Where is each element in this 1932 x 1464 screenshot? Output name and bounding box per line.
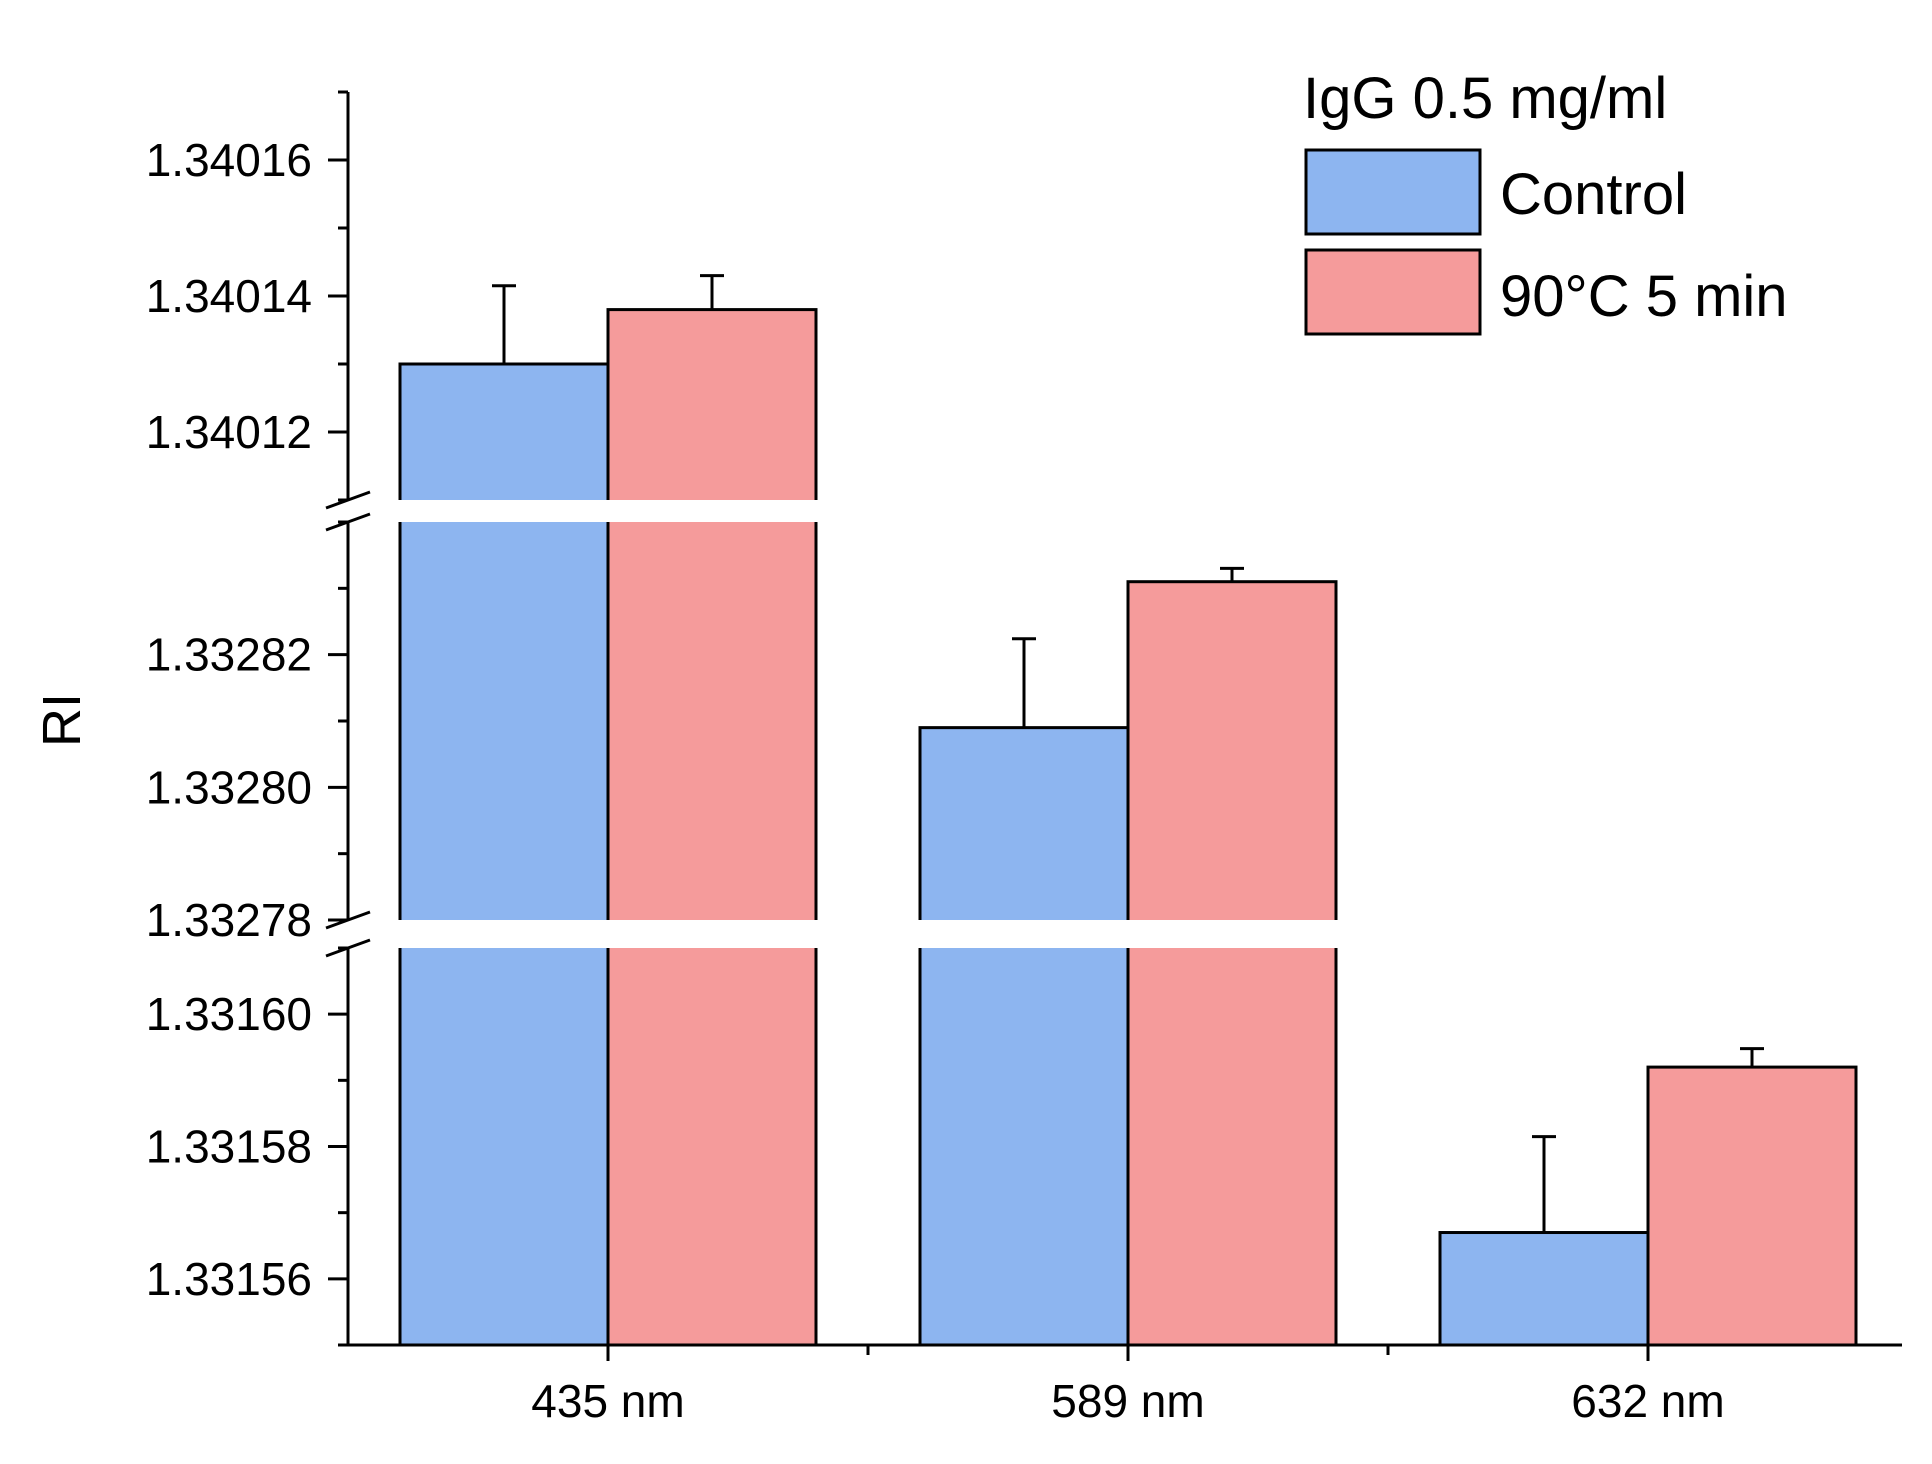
legend-swatch-heated [1304,248,1482,336]
legend-swatch-control [1304,148,1482,236]
x-tick-label-1: 589 nm [1051,1375,1204,1427]
axis-break-gap-1 [318,500,1912,522]
y-tick-label-1-2: 1.33282 [146,629,312,681]
y-tick-label-1-0: 1.33278 [146,894,312,946]
legend-label-heated: 90°C 5 min [1500,264,1788,329]
bar-heated-2 [1646,1065,1858,1347]
x-tick-label-2: 632 nm [1571,1375,1724,1427]
bar-control-1 [918,726,1130,1347]
y-axis-title: RI [32,693,92,747]
x-tick-label-0: 435 nm [531,1375,684,1427]
bar-control-0 [398,362,610,1347]
bars [398,274,1858,1347]
bar-control-2 [1438,1231,1650,1347]
y-tick-label-0-0: 1.33156 [146,1253,312,1305]
y-tick-label-2-1: 1.34014 [146,270,312,322]
y-tick-label-0-1: 1.33158 [146,1121,312,1173]
legend: IgG 0.5 mg/ml Control 90°C 5 min [1303,66,1788,336]
axes: 435 nm 589 nm 632 nm 1.33156 1.33158 1.33160 1… [146,90,1902,1427]
legend-title: IgG 0.5 mg/ml [1303,66,1667,131]
legend-label-control: Control [1500,162,1687,227]
y-tick-label-2-0: 1.34012 [146,406,312,458]
y-tick-label-1-1: 1.33280 [146,761,312,813]
y-tick-label-0-2: 1.33160 [146,988,312,1040]
bar-heated-0 [606,308,818,1347]
y-tick-label-2-2: 1.34016 [146,134,312,186]
axis-break-gap-0 [318,920,1912,948]
axis-breaks [318,500,1912,948]
bar-heated-1 [1126,580,1338,1347]
